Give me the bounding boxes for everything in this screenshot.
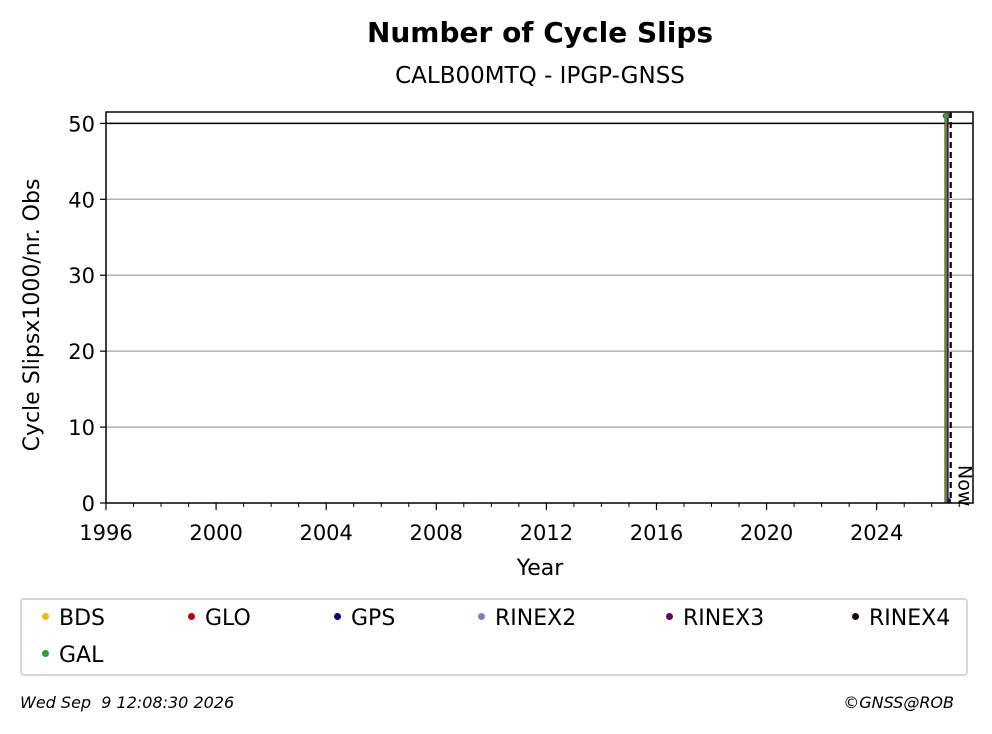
legend-item-rinex3: RINEX3 <box>666 606 764 632</box>
legend-label-gps: GPS <box>351 606 396 631</box>
legend-label-rinex4: RINEX4 <box>869 606 951 631</box>
x-tick-label-2020: 2020 <box>740 521 793 545</box>
legend-item-glo: GLO <box>188 606 251 632</box>
y-axis-label: Cycle Slipsx1000/nr. Obs <box>20 179 45 452</box>
now-marker: Now <box>949 112 976 506</box>
cycle-slips-chart: Number of Cycle Slips CALB00MTQ - IPGP-G… <box>20 16 976 581</box>
legend-label-rinex2: RINEX2 <box>495 606 577 631</box>
y-tick-label-10: 10 <box>68 416 95 440</box>
now-label: Now <box>954 465 976 506</box>
legend-marker-rinex4 <box>852 612 859 620</box>
x-tick-label-2000: 2000 <box>189 521 242 545</box>
x-tick-label-2012: 2012 <box>520 521 573 545</box>
y-tick-label-20: 20 <box>68 340 95 364</box>
y-tick-label-40: 40 <box>68 188 95 212</box>
legend-label-gal: GAL <box>59 643 104 668</box>
legend-marker-gps <box>334 612 341 620</box>
chart-subtitle: CALB00MTQ - IPGP-GNSS <box>395 63 685 89</box>
timestamp-label: Wed Sep 9 12:08:30 2026 <box>20 693 235 712</box>
x-tick-label-2024: 2024 <box>850 521 903 545</box>
x-axis-label: Year <box>516 556 565 581</box>
x-tick-label-2004: 2004 <box>299 521 352 545</box>
y-axis: 0 10 20 30 40 50 <box>68 112 106 516</box>
chart-title: Number of Cycle Slips <box>367 16 713 49</box>
x-tick-label-1996: 1996 <box>79 521 132 545</box>
legend-marker-rinex3 <box>666 612 673 620</box>
series-layer <box>942 112 952 504</box>
legend-marker-rinex2 <box>478 612 485 620</box>
y-tick-label-50: 50 <box>68 112 95 136</box>
legend-marker-gal <box>42 649 49 657</box>
y-tick-label-0: 0 <box>82 492 95 516</box>
legend-marker-glo <box>188 612 195 620</box>
legend-item-bds: BDS <box>42 606 105 632</box>
legend-item-rinex2: RINEX2 <box>478 606 576 632</box>
y-tick-label-30: 30 <box>68 264 95 288</box>
grid-lines <box>106 122 973 428</box>
x-tick-label-2016: 2016 <box>630 521 683 545</box>
legend-item-rinex4: RINEX4 <box>852 606 950 632</box>
legend-label-bds: BDS <box>59 606 105 631</box>
legend-marker-bds <box>42 612 49 620</box>
legend-item-gal: GAL <box>42 643 103 669</box>
plot-frame <box>105 111 974 504</box>
x-tick-label-2008: 2008 <box>410 521 463 545</box>
series-gal-point <box>943 112 949 119</box>
credit-label: ©GNSS@ROB <box>843 693 954 712</box>
legend-label-glo: GLO <box>205 606 251 631</box>
legend: BDS GLO GPS RINEX2 RINEX3 RINEX4 GAL <box>20 598 968 676</box>
legend-label-rinex3: RINEX3 <box>683 606 765 631</box>
x-axis: 1996 2000 2004 2008 2012 2016 2020 2024 <box>79 503 960 545</box>
legend-item-gps: GPS <box>334 606 395 632</box>
